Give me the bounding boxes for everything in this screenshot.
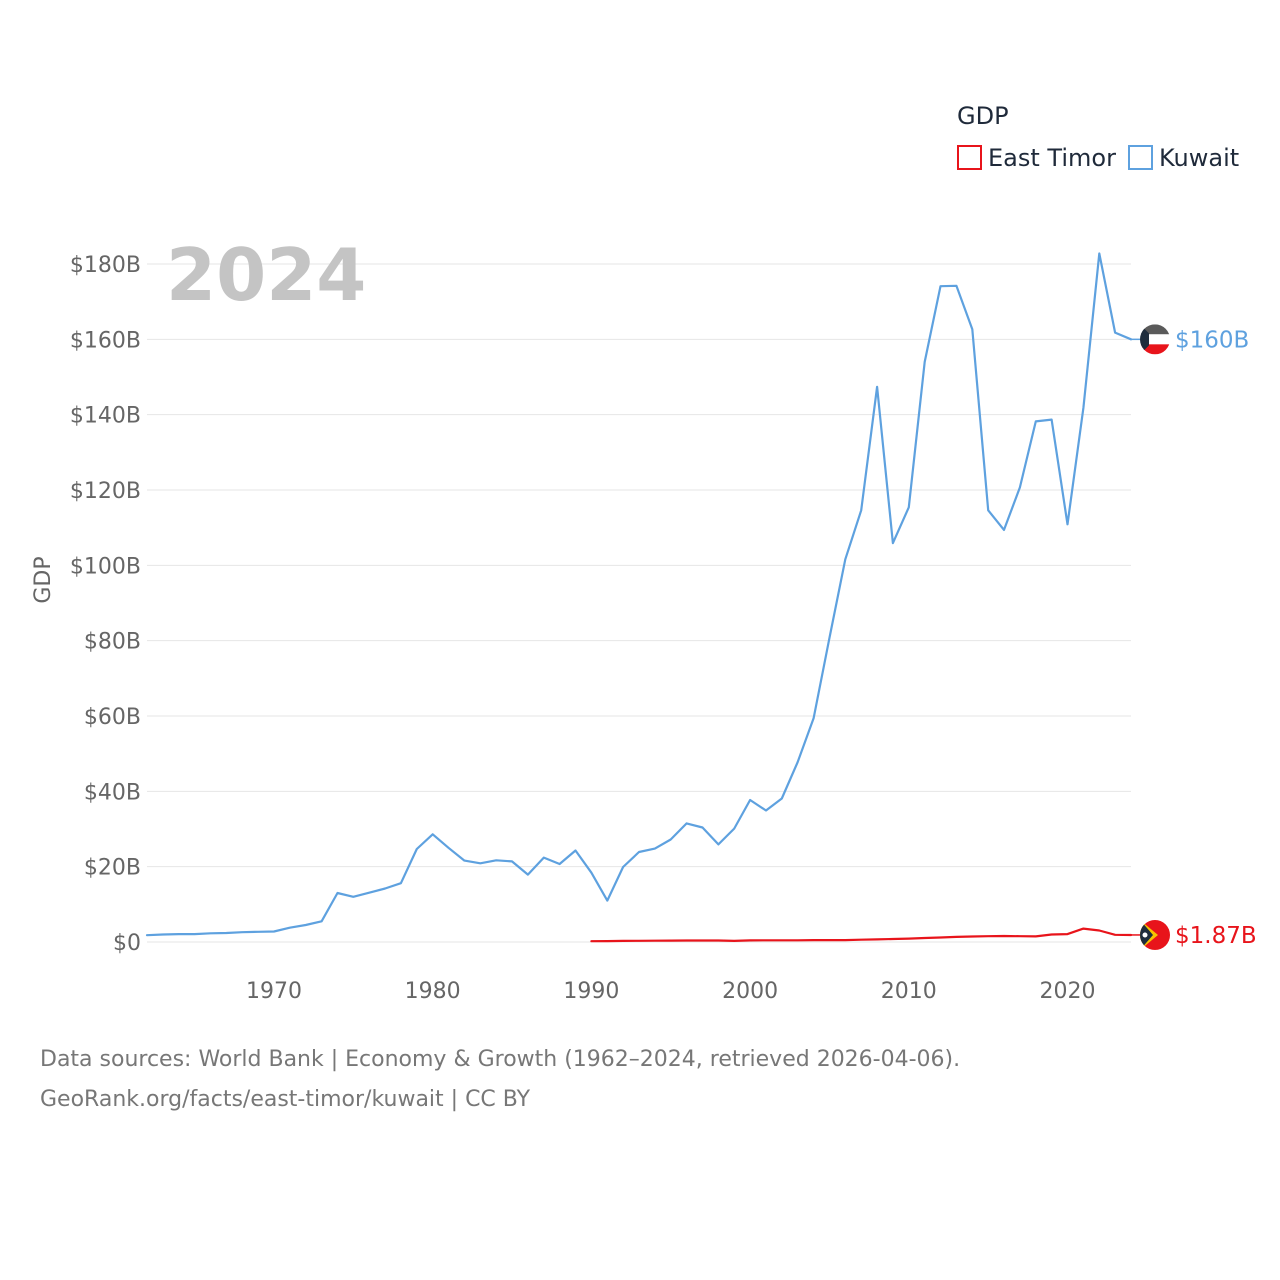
current-year-label: 2024 bbox=[166, 233, 366, 317]
y-tick-label: $140B bbox=[70, 404, 141, 429]
legend-item-kuwait[interactable]: Kuwait bbox=[1128, 144, 1239, 172]
y-tick-label: $120B bbox=[70, 479, 141, 504]
end-value-label-kuwait: $160B bbox=[1175, 327, 1249, 353]
y-tick-label: $40B bbox=[84, 780, 141, 805]
y-tick-label: $160B bbox=[70, 328, 141, 353]
x-tick-label: 1990 bbox=[563, 979, 619, 1004]
y-axis-ticks: $0 $20B $40B $60B $80B $100B $120B $140B $160B $1… bbox=[70, 253, 141, 956]
source-link[interactable]: GeoRank.org/facts/east-timor/kuwait | CC… bbox=[40, 1087, 531, 1112]
legend-title: GDP bbox=[957, 102, 1009, 130]
footer: Data sources: World Bank | Economy & Gro… bbox=[40, 1040, 1240, 1120]
x-tick-label: 2000 bbox=[722, 979, 778, 1004]
x-axis-ticks: 1970 1980 1990 2000 2010 2020 bbox=[246, 979, 1096, 1004]
y-tick-label: $20B bbox=[84, 856, 141, 881]
legend-swatch-kuwait bbox=[1128, 145, 1153, 170]
y-tick-label: $60B bbox=[84, 705, 141, 730]
data-sources-text: Data sources: World Bank | Economy & Gro… bbox=[40, 1047, 961, 1072]
series-line-kuwait[interactable] bbox=[145, 252, 1133, 937]
x-tick-label: 2020 bbox=[1040, 979, 1096, 1004]
legend-swatch-east-timor bbox=[957, 145, 982, 170]
series-lines bbox=[145, 252, 1133, 943]
y-tick-label: $180B bbox=[70, 253, 141, 278]
legend-item-east-timor[interactable]: East Timor bbox=[957, 144, 1116, 172]
y-tick-label: $100B bbox=[70, 554, 141, 579]
kuwait-flag-icon bbox=[1140, 324, 1170, 355]
x-tick-label: 2010 bbox=[881, 979, 937, 1004]
east-timor-flag-icon bbox=[1140, 919, 1170, 950]
y-tick-label: $0 bbox=[113, 931, 141, 956]
legend: GDP East Timor Kuwait bbox=[957, 102, 1239, 172]
y-tick-label: $80B bbox=[84, 630, 141, 655]
end-value-label-east-timor: $1.87B bbox=[1175, 923, 1257, 949]
x-tick-label: 1970 bbox=[246, 979, 302, 1004]
series-line-east-timor[interactable] bbox=[590, 927, 1133, 943]
end-labels: $1.87B $160B bbox=[1131, 324, 1257, 950]
legend-label-east-timor: East Timor bbox=[988, 144, 1116, 172]
gridlines bbox=[147, 263, 1131, 943]
x-tick-label: 1980 bbox=[405, 979, 461, 1004]
legend-label-kuwait: Kuwait bbox=[1159, 144, 1239, 172]
y-axis-label: GDP bbox=[31, 556, 56, 603]
